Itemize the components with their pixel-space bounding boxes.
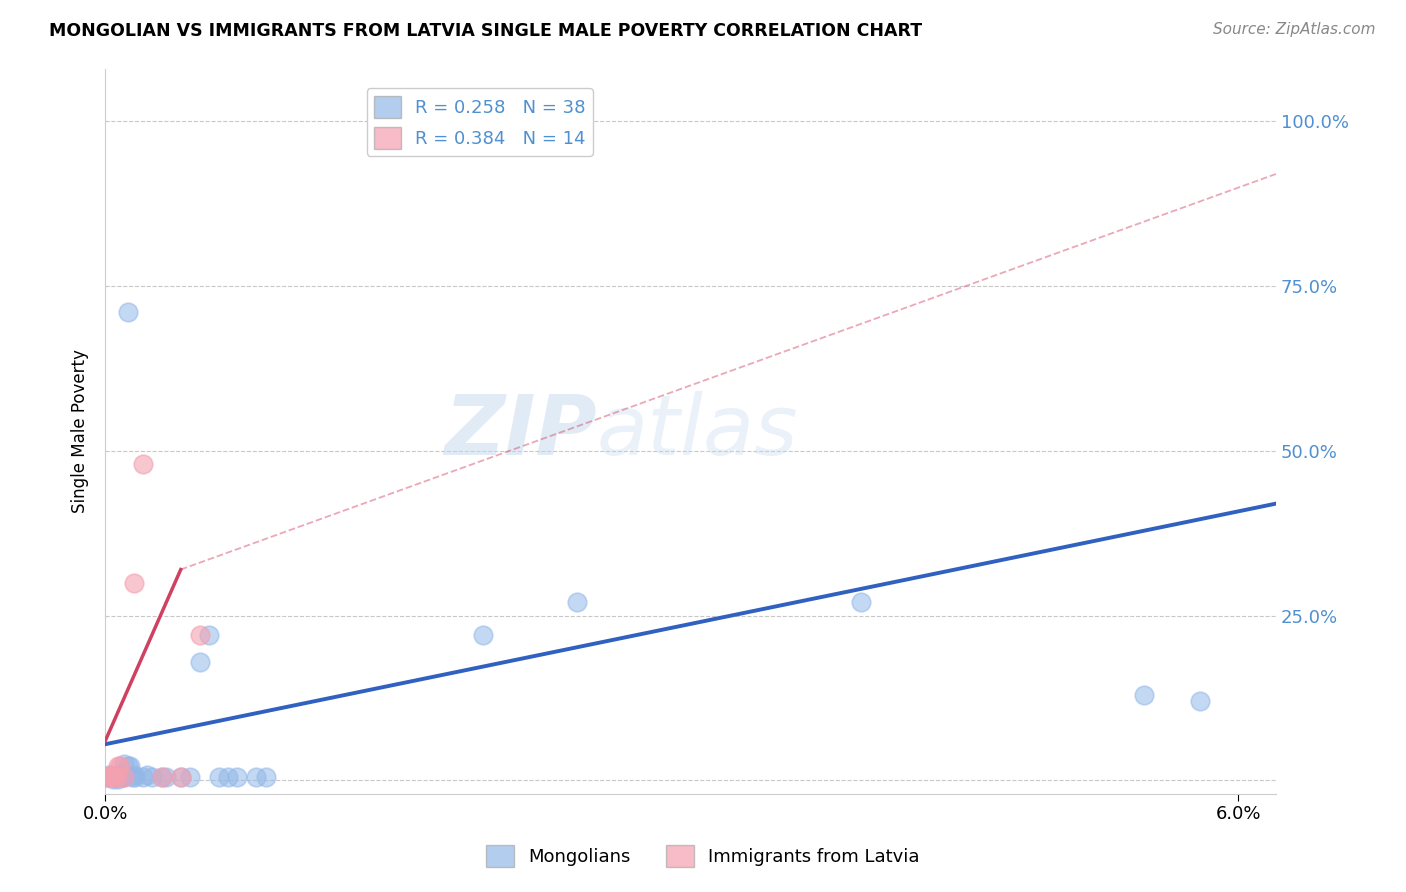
Point [217, 770, 239, 784]
Point [122, 575, 145, 590]
Legend: R = 0.258   N = 38, R = 0.384   N = 14: R = 0.258 N = 38, R = 0.384 N = 14 [367, 88, 593, 156]
Point [104, 770, 127, 784]
Point [150, 770, 173, 784]
Point [1132, 688, 1154, 702]
Point [117, 759, 139, 773]
Point [105, 770, 128, 784]
Point [98, 768, 121, 782]
Point [96, 770, 118, 784]
Point [141, 770, 163, 784]
Point [849, 595, 872, 609]
Point [254, 770, 277, 784]
Point [107, 772, 129, 786]
Text: Source: ZipAtlas.com: Source: ZipAtlas.com [1212, 22, 1375, 37]
Point [122, 768, 145, 782]
Point [110, 759, 132, 773]
Point [198, 628, 221, 642]
Point [98, 770, 121, 784]
Point [110, 767, 132, 781]
Point [207, 770, 229, 784]
Point [179, 770, 201, 784]
Point [105, 770, 128, 784]
Point [100, 770, 122, 784]
Point [112, 770, 135, 784]
Y-axis label: Single Male Poverty: Single Male Poverty [72, 349, 89, 513]
Point [124, 770, 146, 784]
Point [245, 770, 267, 784]
Point [112, 770, 135, 784]
Text: ZIP: ZIP [444, 391, 598, 472]
Point [150, 770, 173, 784]
Point [101, 770, 124, 784]
Point [112, 757, 135, 772]
Point [567, 595, 589, 609]
Text: atlas: atlas [598, 391, 799, 472]
Point [118, 759, 141, 773]
Text: MONGOLIAN VS IMMIGRANTS FROM LATVIA SINGLE MALE POVERTY CORRELATION CHART: MONGOLIAN VS IMMIGRANTS FROM LATVIA SING… [49, 22, 922, 40]
Point [104, 769, 127, 783]
Point [111, 770, 134, 784]
Point [471, 628, 494, 642]
Legend: Mongolians, Immigrants from Latvia: Mongolians, Immigrants from Latvia [479, 838, 927, 874]
Point [100, 768, 122, 782]
Point [121, 770, 143, 784]
Point [135, 768, 157, 782]
Point [96, 770, 118, 784]
Point [155, 770, 177, 784]
Point [132, 770, 155, 784]
Point [226, 770, 249, 784]
Point [117, 305, 139, 319]
Point [107, 759, 129, 773]
Point [188, 655, 211, 669]
Point [101, 772, 124, 786]
Point [170, 770, 193, 784]
Point [170, 770, 193, 784]
Point [132, 457, 155, 471]
Point [115, 768, 138, 782]
Point [188, 628, 211, 642]
Point [1189, 694, 1212, 708]
Point [107, 768, 129, 782]
